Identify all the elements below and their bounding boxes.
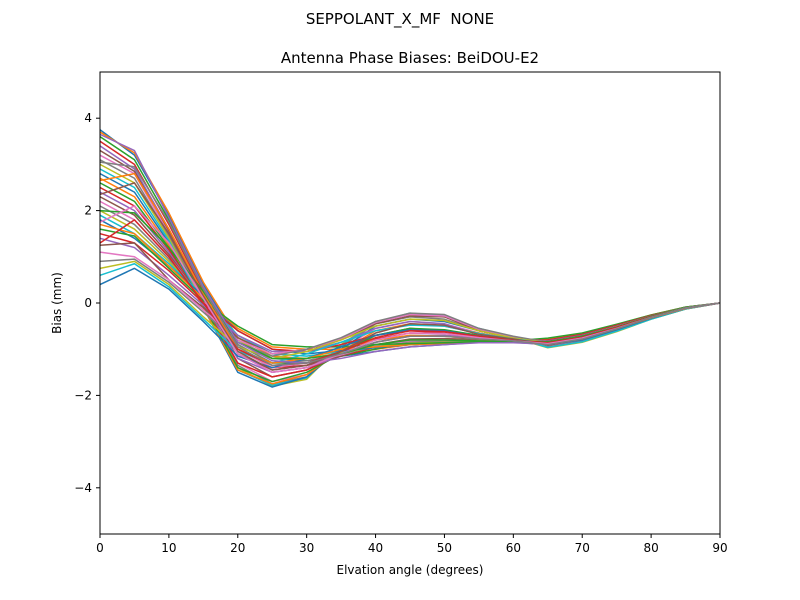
figure-suptitle: SEPPOLANT_X_MF NONE bbox=[305, 10, 495, 28]
y-tick-label: 2 bbox=[84, 204, 92, 218]
x-tick-label: 0 bbox=[96, 541, 104, 555]
series-line-26 bbox=[99, 242, 721, 355]
y-tick-label: −2 bbox=[74, 388, 92, 402]
x-tick-label: 30 bbox=[299, 541, 314, 555]
x-tick-label: 50 bbox=[437, 541, 452, 555]
x-tick-label: 60 bbox=[506, 541, 521, 555]
series-line-23 bbox=[99, 228, 721, 348]
x-axis-label: Elvation angle (degrees) bbox=[337, 563, 484, 577]
y-tick-label: 0 bbox=[84, 296, 92, 310]
x-axis: 0 10 20 30 40 50 60 70 80 90 bbox=[96, 534, 728, 555]
y-axis: −4 −2 0 2 4 bbox=[74, 111, 100, 495]
y-axis-label: Bias (mm) bbox=[50, 272, 64, 334]
x-tick-label: 10 bbox=[161, 541, 176, 555]
series-line-25 bbox=[99, 237, 721, 353]
series-line-34 bbox=[99, 219, 721, 367]
series-layer bbox=[99, 129, 721, 388]
x-tick-label: 40 bbox=[368, 541, 383, 555]
y-tick-label: −4 bbox=[74, 481, 92, 495]
x-tick-label: 80 bbox=[643, 541, 658, 555]
series-line-24 bbox=[99, 232, 721, 353]
x-tick-label: 70 bbox=[575, 541, 590, 555]
x-tick-label: 90 bbox=[712, 541, 727, 555]
chart-title: Antenna Phase Biases: BeiDOU-E2 bbox=[281, 49, 539, 67]
x-tick-label: 20 bbox=[230, 541, 245, 555]
series-line-38 bbox=[99, 161, 721, 367]
y-tick-label: 4 bbox=[84, 111, 92, 125]
